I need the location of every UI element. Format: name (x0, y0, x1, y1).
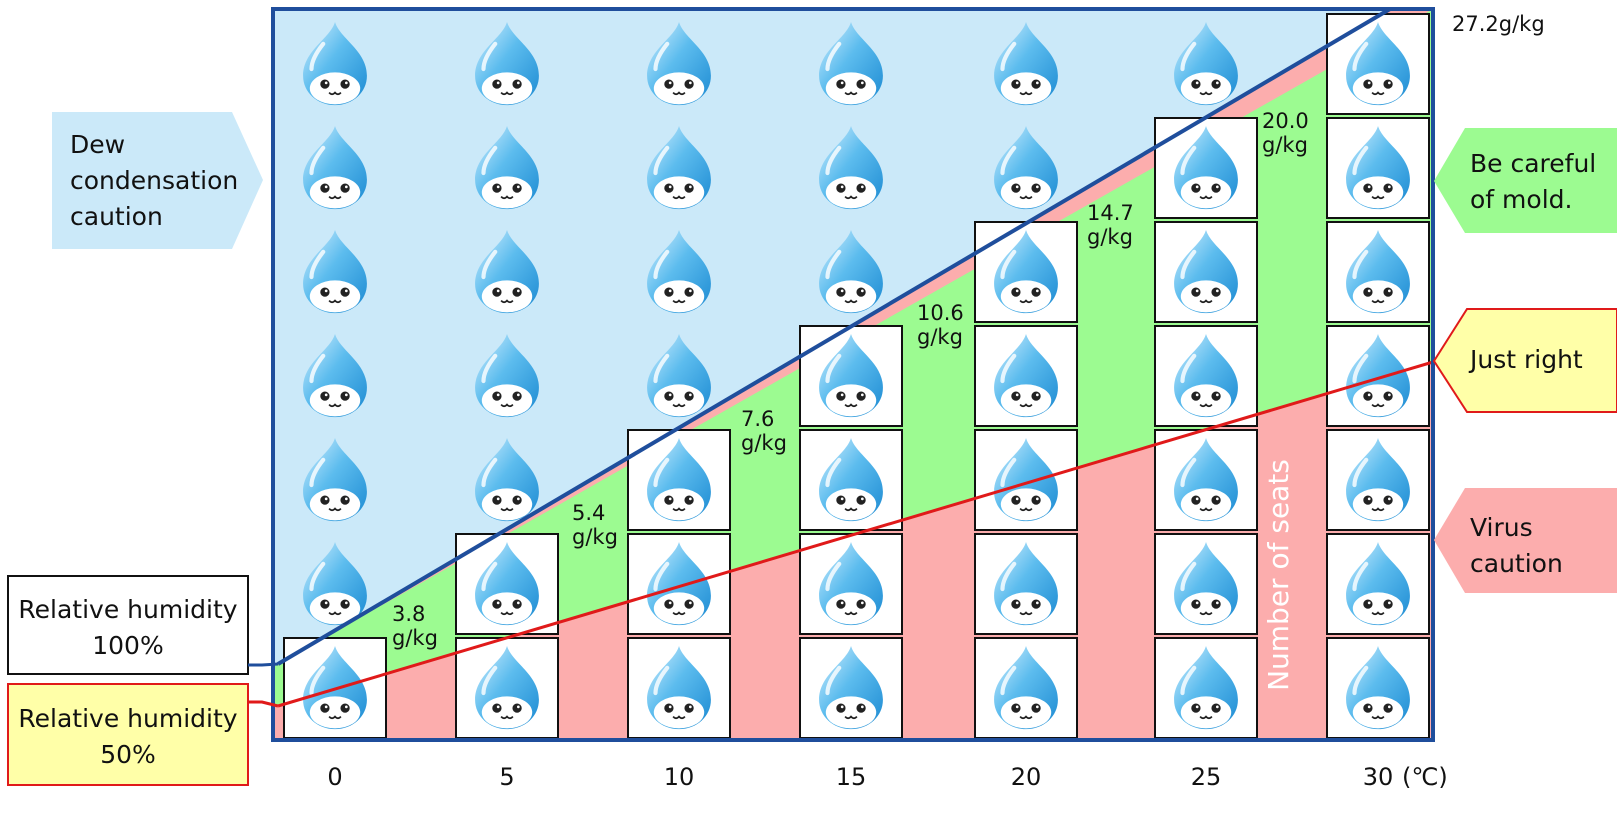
saturation-label: 14.7 g/kg (1087, 201, 1134, 249)
zone-callouts: Dew condensation caution Be careful of mold.… (52, 112, 1617, 593)
dew-condensation-zone (273, 9, 1433, 667)
virus-callout (1434, 488, 1617, 593)
x-tick-label: 25 (1191, 763, 1222, 791)
plot-frame (271, 7, 1435, 742)
saturation-label: 3.8 g/kg (392, 602, 438, 650)
drops-layer (283, 13, 1430, 739)
relative-humidity-100-line (276, 9, 1392, 666)
mold-callout (1434, 128, 1617, 233)
relative-humidity-100-leader (248, 662, 279, 667)
x-tick-label: 30 (1363, 763, 1394, 791)
mold-callout-text: Be careful of mold. (1470, 149, 1596, 214)
x-axis-unit: (℃) (1402, 763, 1448, 791)
relative-humidity-100-text: Relative humidity 100% (18, 595, 237, 660)
number-of-seats-label: Number of seats (1262, 459, 1295, 691)
relative-humidity-50-leader (248, 700, 279, 708)
dew-condensation-callout-text: Dew condensation caution (70, 130, 238, 231)
plot-area (271, 7, 1435, 742)
legend-callouts: Relative humidity 100% Relative humidity 50… (7, 575, 279, 786)
dew-condensation-callout (52, 112, 263, 249)
x-tick-label: 15 (836, 763, 867, 791)
relative-humidity-50-box (7, 683, 249, 786)
x-axis: 0 5 10 15 20 25 30 (327, 763, 1393, 791)
saturation-labels: 3.8 g/kg 5.4 g/kg 7.6 g/kg 10.6 g/kg 14.7 g/kg 20.… (392, 12, 1545, 650)
virus-callout-text: Virus caution (1470, 513, 1563, 578)
x-tick-label: 20 (1011, 763, 1042, 791)
relative-humidity-50-text: Relative humidity 50% (18, 704, 237, 769)
relative-humidity-50-line (277, 360, 1433, 708)
relative-humidity-100-box (7, 575, 249, 675)
x-tick-label: 5 (499, 763, 514, 791)
just-right-callout (1432, 308, 1617, 413)
x-tick-label: 0 (327, 763, 342, 791)
x-tick-label: 10 (664, 763, 695, 791)
saturation-label: 5.4 g/kg (572, 501, 618, 549)
saturation-label: 10.6 g/kg (917, 301, 964, 349)
saturation-label: 20.0 g/kg (1262, 109, 1309, 157)
saturation-label: 27.2g/kg (1452, 12, 1545, 36)
just-right-callout-text: Just right (1468, 345, 1583, 374)
saturation-label: 7.6 g/kg (741, 407, 787, 455)
